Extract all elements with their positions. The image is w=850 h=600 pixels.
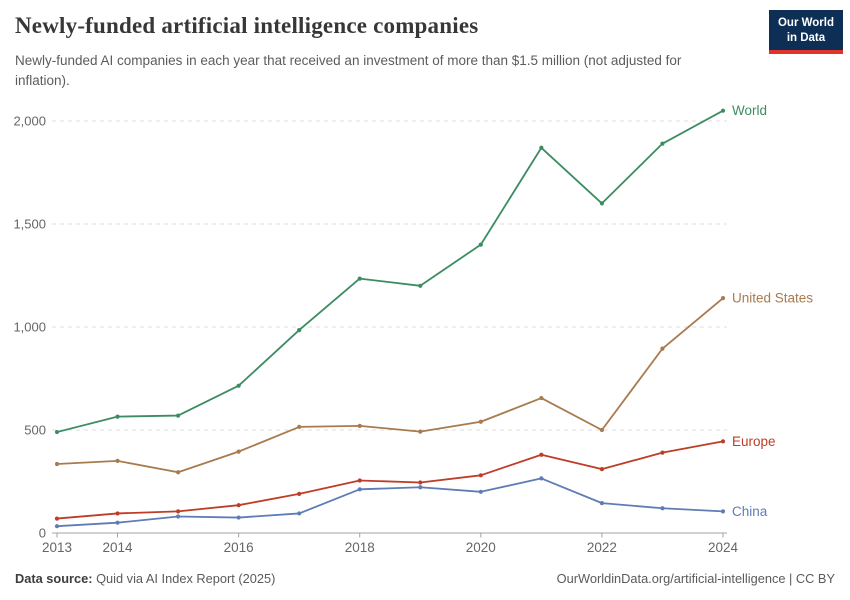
data-point-united-states-2016 <box>236 449 241 454</box>
data-point-united-states-2019 <box>418 429 423 434</box>
data-point-china-2019 <box>418 485 423 490</box>
x-tick-label-2020: 2020 <box>466 540 496 555</box>
x-tick-label-2022: 2022 <box>587 540 617 555</box>
data-point-china-2024 <box>720 509 726 514</box>
data-point-europe-2015 <box>175 509 181 514</box>
data-source-label: Data source: <box>15 571 93 586</box>
data-point-united-states-2021 <box>539 395 544 401</box>
data-point-world-2014 <box>115 414 120 419</box>
page-title: Newly-funded artificial intelligence com… <box>15 13 479 38</box>
data-point-china-2023 <box>660 506 665 511</box>
data-point-world-2021 <box>539 145 544 150</box>
series-line-world <box>56 109 724 433</box>
data-point-europe-2014 <box>115 511 120 516</box>
owid-credit-link[interactable]: OurWorldinData.org/artificial-intelligen… <box>556 571 835 586</box>
series-line-united-states <box>56 297 724 474</box>
y-tick-label-1000: 1,000 <box>13 320 46 335</box>
line-chart: 0 500 1,000 1,500 2,000 2013 2014 2016 2018 2020 2… <box>0 95 850 565</box>
data-point-united-states-2018 <box>357 423 362 428</box>
owid-logo: Our World in Data <box>768 10 843 54</box>
series-label-world: World <box>732 103 767 118</box>
series-label-china: China <box>732 504 768 519</box>
data-point-world-2024 <box>720 108 726 113</box>
y-tick-label-2000: 2,000 <box>13 114 46 129</box>
data-point-united-states-2023 <box>660 346 665 351</box>
owid-logo-line2: in Data <box>786 31 826 44</box>
data-point-china-2022 <box>599 501 605 506</box>
x-tick-label-2013: 2013 <box>42 540 72 555</box>
x-tick-label-2024: 2024 <box>708 540 739 555</box>
x-tick-label-2016: 2016 <box>224 540 254 555</box>
series-label-united-states: United States <box>732 291 813 306</box>
data-point-united-states-2024 <box>720 296 726 301</box>
y-tick-label-1500: 1,500 <box>13 217 46 232</box>
y-tick-label-0: 0 <box>39 526 46 541</box>
data-point-europe-2024 <box>720 439 726 444</box>
owid-logo-line1: Our World <box>777 17 834 29</box>
data-point-world-2017 <box>297 327 302 333</box>
data-point-europe-2020 <box>478 473 483 478</box>
data-point-united-states-2020 <box>478 419 483 424</box>
data-point-china-2016 <box>236 515 241 520</box>
data-point-china-2021 <box>539 476 544 481</box>
x-tick-label-2018: 2018 <box>345 540 375 555</box>
data-point-china-2015 <box>175 514 181 519</box>
data-point-world-2023 <box>660 141 665 146</box>
data-point-united-states-2015 <box>175 470 181 475</box>
data-point-united-states-2014 <box>115 458 120 463</box>
data-point-world-2013 <box>54 429 60 435</box>
data-point-world-2020 <box>478 242 483 247</box>
data-point-china-2014 <box>115 520 120 525</box>
data-point-europe-2017 <box>297 491 302 496</box>
data-point-united-states-2013 <box>54 461 60 467</box>
data-point-europe-2023 <box>660 450 665 455</box>
data-point-world-2022 <box>599 201 605 206</box>
data-point-world-2016 <box>236 383 241 388</box>
data-point-world-2018 <box>357 276 362 281</box>
data-point-europe-2018 <box>357 478 362 483</box>
data-point-world-2019 <box>418 283 423 288</box>
data-point-china-2018 <box>357 487 362 492</box>
chart-subtitle: Newly-funded AI companies in each year t… <box>15 53 682 88</box>
data-point-europe-2016 <box>236 503 241 508</box>
data-point-united-states-2017 <box>297 424 302 430</box>
series-label-europe: Europe <box>732 434 776 449</box>
chart-svg: 0 500 1,000 1,500 2,000 2013 2014 2016 2018 2020 2… <box>13 103 813 555</box>
data-point-europe-2022 <box>599 467 605 472</box>
y-tick-label-500: 500 <box>24 423 46 438</box>
data-source-value: Quid via AI Index Report (2025) <box>96 571 276 586</box>
data-point-europe-2013 <box>54 516 60 521</box>
series-line-china <box>56 477 724 528</box>
chart-footer: Data source: Quid via AI Index Report (2… <box>15 571 835 586</box>
data-source: Data source: Quid via AI Index Report (2… <box>15 571 275 586</box>
data-point-china-2020 <box>478 489 483 494</box>
series-line-europe <box>56 440 724 520</box>
data-point-world-2015 <box>175 413 181 418</box>
data-point-china-2017 <box>297 511 302 516</box>
x-tick-label-2014: 2014 <box>103 540 134 555</box>
data-point-europe-2019 <box>418 480 423 485</box>
data-point-united-states-2022 <box>599 427 605 433</box>
data-point-china-2013 <box>54 524 60 529</box>
data-point-europe-2021 <box>539 452 544 457</box>
